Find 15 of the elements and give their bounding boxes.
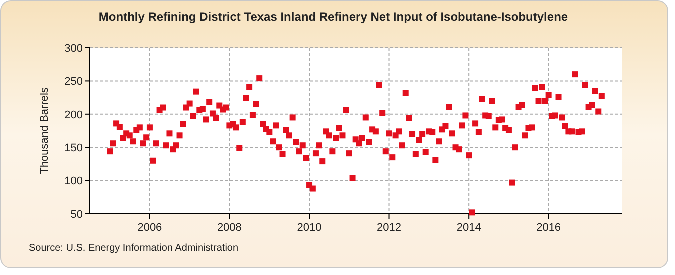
x-tick-label: 2006 (138, 222, 162, 234)
x-tick-label: 2010 (297, 222, 322, 234)
y-tick-label: 100 (64, 176, 83, 188)
source-note: Source: U.S. Energy Information Administration (29, 243, 239, 254)
y-tick-label: 150 (64, 142, 83, 154)
x-tick-label: 2014 (456, 222, 482, 234)
x-tick-label: 2008 (217, 222, 242, 234)
y-tick-label: 200 (64, 109, 83, 122)
y-tick-label: 250 (64, 76, 83, 88)
y-axis-title: Thousand Barrels (39, 87, 51, 174)
y-tick-label: 50 (70, 208, 83, 221)
chart-title: Monthly Refining District Texas Inland Refinery Net Input of Isobutane-Isobutylene (98, 10, 568, 24)
y-tick-label: 300 (64, 42, 83, 55)
x-tick-label: 2016 (536, 222, 562, 234)
x-tick-label: 2012 (377, 222, 402, 234)
